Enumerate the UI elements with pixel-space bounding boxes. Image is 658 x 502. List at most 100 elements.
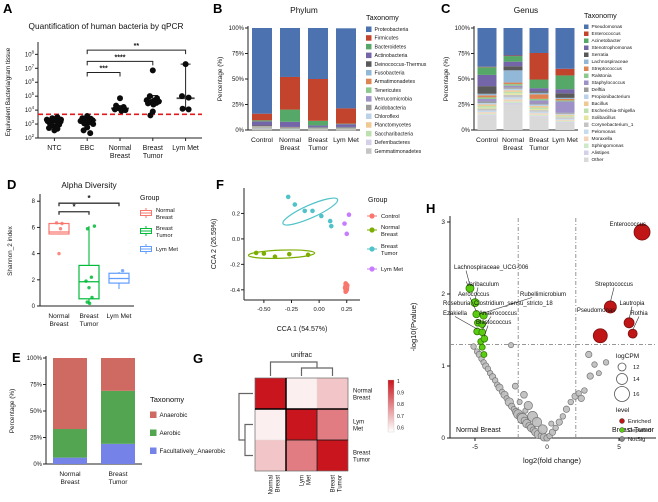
svg-text:Fusobacteria: Fusobacteria <box>375 71 405 77</box>
x-axis-categories: Breast Tumor <box>108 471 128 486</box>
svg-text:Alistipes: Alistipes <box>592 150 610 156</box>
svg-text:0.8: 0.8 <box>397 402 404 408</box>
svg-text:0.00: 0.00 <box>313 307 324 313</box>
svg-text:6: 6 <box>32 225 36 231</box>
panel-g: unifrac Normal Breast Lym Met Breast Tumor Norm… <box>182 344 414 502</box>
x-axis-categories: Lym Met <box>333 137 359 144</box>
svg-text:Escherichia-Shigella: Escherichia-Shigella <box>592 108 636 114</box>
panel-h-label: H <box>426 201 436 216</box>
svg-text:Normal Breast: Normal Breast <box>456 427 501 434</box>
heatmap-cells <box>254 377 349 472</box>
svg-text:Enterococcus: Enterococcus <box>592 31 622 37</box>
svg-text:NTC: NTC <box>47 145 61 152</box>
svg-text:-5: -5 <box>472 444 478 451</box>
legend: Group Control Normal Breast Breast Tumor Lym M… <box>367 197 403 273</box>
svg-text:Genus: Genus <box>514 5 538 15</box>
title: Alpha Diversity <box>61 180 117 190</box>
panel-f-chart: CCA 1 (54.57%) CCA 2 (26.59%) -0.50 -0.25 0.… <box>211 188 403 333</box>
svg-text:NormalBreast: NormalBreast <box>279 137 301 152</box>
svg-text:Breast Tumor: Breast Tumor <box>612 427 655 434</box>
svg-text:108: 108 <box>25 49 35 58</box>
svg-text:Control: Control <box>381 214 400 220</box>
svg-text:Roseburia: Roseburia <box>443 301 471 307</box>
svg-text:2: 2 <box>32 278 36 284</box>
svg-text:CCA 2 (26.59%): CCA 2 (26.59%) <box>211 219 218 270</box>
svg-text:Streptococcus: Streptococcus <box>592 66 623 72</box>
svg-text:*: * <box>72 203 76 212</box>
svg-text:Phylum: Phylum <box>290 5 318 15</box>
y-axis-label: Percentage (%) <box>9 389 16 433</box>
axes: 102 103 104 105 106 107 108 <box>25 42 202 142</box>
svg-text:Propionibacterium: Propionibacterium <box>592 94 631 100</box>
svg-text:Acinetobacter: Acinetobacter <box>592 38 622 44</box>
panel-b-chart: Phylum Percentage (%) 0% 25% 50% 75% 100% Contr… <box>217 5 427 155</box>
colorbar: 1 0.9 0.8 0.7 0.6 <box>387 379 404 433</box>
svg-text:Gemmatimonadetes: Gemmatimonadetes <box>375 149 422 155</box>
svg-text:12: 12 <box>633 365 639 371</box>
title: unifrac <box>291 352 313 359</box>
panel-d-label: D <box>7 177 17 192</box>
row-labels: Normal Breast Lym Met Breast Tumor <box>353 389 372 464</box>
svg-text:Staphylococcus: Staphylococcus <box>592 80 626 86</box>
panel-e-label: E <box>12 350 21 365</box>
svg-text:Aerococcus: Aerococcus <box>458 292 489 298</box>
legend: Taxonomy PseudomonasEnterococcusAcinetoba… <box>584 11 635 163</box>
svg-text:Depleted: Depleted <box>628 428 651 434</box>
svg-text:NormalBreast: NormalBreast <box>269 475 282 495</box>
svg-text:Lym Met: Lym Met <box>552 137 578 144</box>
svg-text:Deinococcus-Thermus: Deinococcus-Thermus <box>375 62 427 68</box>
svg-text:Equivalent Bacteria/gram tissu: Equivalent Bacteria/gram tissue <box>5 47 12 136</box>
svg-text:Stenotrophomonas: Stenotrophomonas <box>592 45 633 51</box>
svg-text:****: **** <box>115 54 126 61</box>
svg-text:Lym Met: Lym Met <box>156 247 178 253</box>
svg-text:BreastTumor: BreastTumor <box>308 137 328 152</box>
svg-text:Pelomonas: Pelomonas <box>592 129 617 135</box>
svg-text:LymMet: LymMet <box>353 420 364 433</box>
svg-text:Rothia: Rothia <box>630 311 648 317</box>
svg-text:BreastTumor: BreastTumor <box>156 226 173 239</box>
svg-text:0: 0 <box>545 444 549 451</box>
x-axis-categories: Control <box>476 137 498 144</box>
svg-text:Rubellimicrobium: Rubellimicrobium <box>520 292 566 298</box>
svg-text:8: 8 <box>32 199 36 205</box>
svg-text:log2(fold change): log2(fold change) <box>523 456 581 465</box>
svg-text:BreastTumor: BreastTumor <box>79 313 99 328</box>
svg-text:NormalBreast: NormalBreast <box>109 145 132 160</box>
significance-brackets: ********* <box>86 43 187 77</box>
svg-text:106: 106 <box>25 77 35 86</box>
svg-text:0.2: 0.2 <box>232 211 240 217</box>
svg-text:**: ** <box>134 43 140 50</box>
svg-text:105: 105 <box>25 91 35 100</box>
heatmap-grid <box>254 377 349 472</box>
svg-text:Deferribacteres: Deferribacteres <box>375 140 411 146</box>
y-axis-label: Percentage (%) <box>443 57 450 101</box>
svg-text:50%: 50% <box>232 77 245 83</box>
svg-text:BreastTumor: BreastTumor <box>353 451 371 464</box>
svg-text:Group: Group <box>140 195 160 202</box>
svg-text:Alpha Diversity: Alpha Diversity <box>61 180 117 190</box>
svg-text:unifrac: unifrac <box>291 352 313 359</box>
x-axis-categories: Lym Met <box>552 137 578 144</box>
svg-text:104: 104 <box>25 105 35 114</box>
svg-text:0: 0 <box>32 304 36 310</box>
svg-text:0%: 0% <box>33 462 42 468</box>
svg-text:NormalBreast: NormalBreast <box>502 137 524 152</box>
svg-text:5: 5 <box>617 444 621 451</box>
svg-text:-0.25: -0.25 <box>285 307 298 313</box>
panel-h: -5 0 5 0 1 2 3 log2(fold change) -log10(Pvalue) L… <box>400 174 658 502</box>
panel-c: Genus Percentage (%) 0% 25% 50% 75% 100% Contro… <box>438 0 658 174</box>
svg-text:BreastTumor: BreastTumor <box>143 145 164 160</box>
svg-text:BreastTumor: BreastTumor <box>331 475 344 493</box>
bars <box>53 358 135 464</box>
svg-text:Pseudomonas: Pseudomonas <box>592 24 623 30</box>
threshold-lines <box>450 218 656 438</box>
corner-labels: Normal Breast Breast Tumor <box>456 427 655 434</box>
svg-text:NormalBreast: NormalBreast <box>353 389 372 402</box>
svg-text:Anaerococcus: Anaerococcus <box>479 311 517 317</box>
svg-text:Varibaculum: Varibaculum <box>466 282 499 288</box>
panel-e-chart: Percentage (%) 0% 25% 50% 75% 100% Normal Breas… <box>9 356 225 486</box>
svg-text:Moraxella: Moraxella <box>592 136 613 142</box>
